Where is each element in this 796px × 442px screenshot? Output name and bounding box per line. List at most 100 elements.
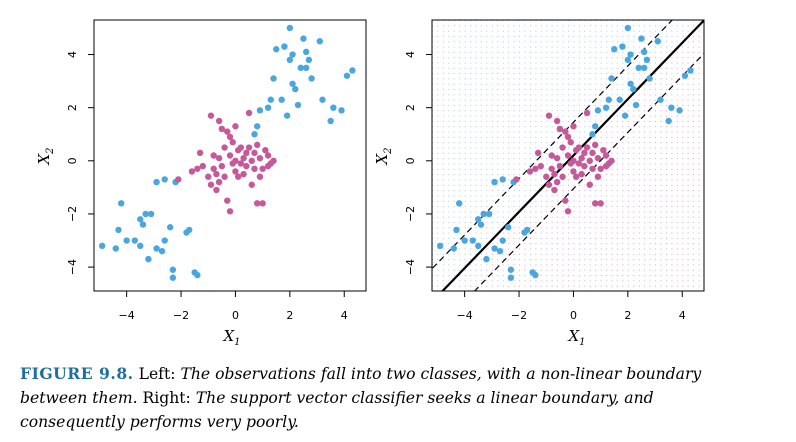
grid-dot (589, 221, 591, 223)
grid-dot (600, 94, 602, 96)
grid-dot (437, 57, 439, 59)
grid-dot (551, 62, 553, 64)
grid-dot (448, 73, 450, 75)
grid-dot (442, 190, 444, 192)
grid-dot (644, 275, 646, 277)
grid-dot (600, 25, 602, 27)
grid-dot (671, 248, 673, 250)
grid-dot (502, 57, 504, 59)
grid-dot (627, 280, 629, 282)
grid-dot (497, 89, 499, 91)
grid-dot (676, 35, 678, 37)
grid-dot (655, 25, 657, 27)
right-point-blue (665, 117, 672, 125)
left-point-pink (254, 200, 261, 207)
left-point-blue (264, 104, 272, 111)
grid-dot (524, 51, 526, 53)
grid-dot (665, 221, 667, 223)
grid-dot (687, 174, 689, 176)
grid-dot (573, 211, 575, 213)
grid-dot (475, 120, 477, 122)
grid-dot (660, 243, 662, 245)
grid-dot (497, 105, 499, 107)
grid-dot (448, 285, 450, 287)
grid-dot (655, 73, 657, 75)
grid-dot (519, 253, 521, 255)
grid-dot (491, 232, 493, 234)
grid-dot (502, 35, 504, 37)
grid-dot (622, 57, 624, 59)
grid-dot (644, 115, 646, 117)
grid-dot (655, 120, 657, 122)
grid-dot (595, 216, 597, 218)
grid-dot (611, 205, 613, 207)
grid-dot (497, 110, 499, 112)
grid-dot (453, 205, 455, 207)
grid-dot (513, 51, 515, 53)
left-point-blue (166, 224, 174, 231)
grid-dot (535, 120, 537, 122)
grid-dot (627, 221, 629, 223)
grid-dot (687, 25, 689, 27)
grid-dot (464, 174, 466, 176)
grid-dot (682, 46, 684, 48)
grid-dot (622, 285, 624, 287)
grid-dot (540, 110, 542, 112)
grid-dot (606, 184, 608, 186)
grid-dot (475, 51, 477, 53)
grid-dot (644, 168, 646, 170)
grid-dot (693, 158, 695, 160)
grid-dot (611, 73, 613, 75)
grid-dot (644, 163, 646, 165)
grid-dot (442, 184, 444, 186)
grid-dot (573, 46, 575, 48)
grid-dot (557, 195, 559, 197)
grid-dot (551, 51, 553, 53)
grid-dot (508, 285, 510, 287)
grid-dot (687, 105, 689, 107)
grid-dot (519, 131, 521, 133)
grid-dot (480, 41, 482, 43)
grid-dot (524, 190, 526, 192)
right-point-blue (485, 210, 493, 218)
grid-dot (442, 195, 444, 197)
grid-dot (519, 25, 521, 27)
left-point-blue (286, 24, 294, 32)
right-point-pink (594, 154, 602, 162)
grid-dot (622, 200, 624, 202)
grid-dot (616, 200, 618, 202)
grid-dot (698, 243, 700, 245)
grid-dot (687, 158, 689, 160)
grid-dot (676, 67, 678, 69)
grid-dot (665, 46, 667, 48)
grid-dot (655, 46, 657, 48)
grid-dot (535, 237, 537, 239)
grid-dot (644, 99, 646, 101)
grid-dot (562, 264, 564, 266)
grid-dot (497, 179, 499, 181)
grid-dot (578, 62, 580, 64)
grid-dot (502, 131, 504, 133)
grid-dot (535, 200, 537, 202)
grid-dot (698, 46, 700, 48)
left-point-blue (147, 210, 155, 218)
grid-dot (546, 73, 548, 75)
grid-dot (611, 110, 613, 112)
right-background-grid (432, 20, 700, 287)
grid-dot (633, 46, 635, 48)
grid-dot (676, 163, 678, 165)
grid-dot (557, 41, 559, 43)
grid-dot (595, 51, 597, 53)
grid-dot (442, 46, 444, 48)
grid-dot (513, 280, 515, 282)
grid-dot (622, 30, 624, 32)
grid-dot (644, 89, 646, 91)
grid-dot (671, 174, 673, 176)
grid-dot (649, 126, 651, 128)
grid-dot (693, 46, 695, 48)
grid-dot (540, 120, 542, 122)
grid-dot (491, 269, 493, 271)
grid-dot (600, 174, 602, 176)
grid-dot (622, 184, 624, 186)
grid-dot (459, 243, 461, 245)
